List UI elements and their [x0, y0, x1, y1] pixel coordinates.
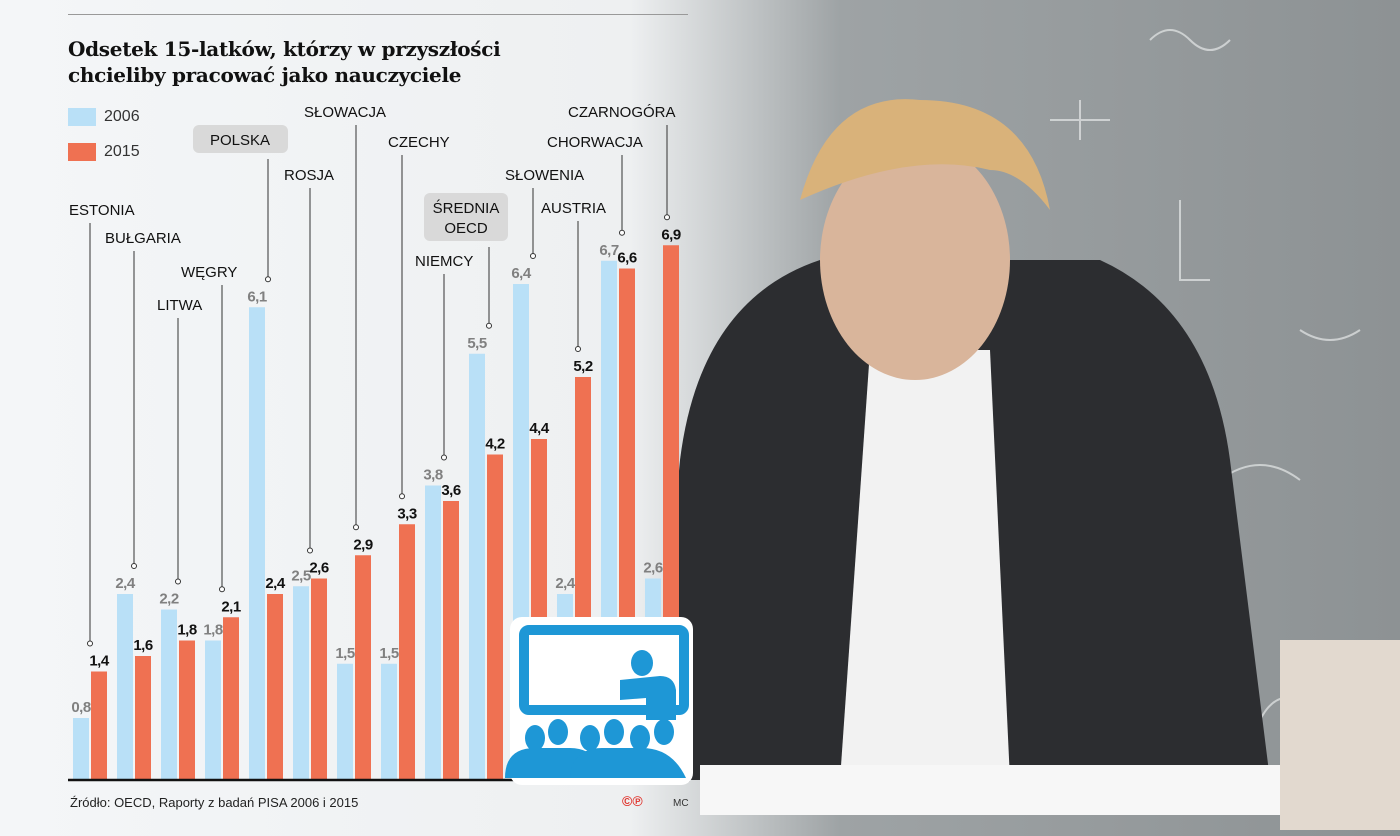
- value-label-2006: 1,5: [379, 645, 399, 662]
- value-label-2015: 1,6: [133, 637, 153, 654]
- value-label-2006: 6,1: [247, 288, 267, 305]
- value-label-2015: 5,2: [573, 358, 593, 375]
- value-label-2015: 6,9: [661, 226, 681, 243]
- bar-2015: [399, 524, 415, 780]
- highlight-box: [193, 125, 288, 153]
- bar-2015: [355, 555, 371, 780]
- category-label: OECD: [444, 220, 488, 237]
- value-label-2006: 2,4: [555, 575, 576, 592]
- value-label-2015: 2,1: [221, 598, 241, 615]
- category-label: SŁOWACJA: [304, 104, 386, 121]
- category-label: BUŁGARIA: [105, 230, 181, 247]
- value-label-2006: 1,5: [335, 645, 355, 662]
- legend-item-2015: 2015: [68, 143, 140, 161]
- leader-dot: [619, 229, 625, 236]
- leader-dot: [664, 214, 670, 221]
- value-label-2015: 4,2: [485, 436, 505, 453]
- value-label-2015: 2,6: [309, 560, 329, 577]
- highlight-box: [424, 193, 508, 241]
- author-initials: MC: [673, 798, 689, 809]
- category-label: POLSKA: [210, 132, 270, 149]
- category-label: ESTONIA: [69, 202, 135, 219]
- top-rule: [68, 14, 688, 15]
- value-label-2015: 2,4: [265, 575, 286, 592]
- legend-label: 2006: [104, 108, 140, 125]
- leader-dot: [486, 322, 492, 329]
- category-label: CHORWACJA: [547, 134, 643, 151]
- leader-dot: [353, 524, 359, 531]
- value-label-2015: 3,6: [441, 482, 461, 499]
- category-label: SŁOWENIA: [505, 167, 584, 184]
- bar-2015: [223, 617, 239, 780]
- value-label-2006: 5,5: [467, 335, 487, 352]
- leader-dot: [575, 346, 581, 352]
- bar-2006: [205, 640, 221, 780]
- leader-dot: [265, 276, 271, 283]
- value-label-2006: 3,8: [423, 467, 443, 484]
- leader-dot: [219, 586, 225, 593]
- bar-2015: [179, 640, 195, 780]
- leader-dot: [307, 547, 313, 554]
- leader-dot: [87, 640, 93, 647]
- value-label-2015: 6,6: [617, 250, 637, 267]
- teacher-presentation-icon: [505, 617, 693, 785]
- bar-2015: [311, 578, 327, 780]
- category-label: NIEMCY: [415, 253, 473, 270]
- bar-2015: [91, 671, 107, 780]
- legend-item-2006: 2006: [68, 108, 140, 126]
- bar-2006: [249, 307, 265, 780]
- leader-dot: [441, 454, 447, 461]
- value-label-2015: 3,3: [397, 505, 417, 522]
- value-label-2015: 2,9: [353, 536, 373, 553]
- leader-dot: [399, 493, 405, 500]
- value-label-2006: 2,6: [643, 560, 663, 577]
- category-label: ŚREDNIA: [433, 199, 500, 217]
- value-label-2006: 2,5: [291, 567, 311, 584]
- bar-2006: [381, 663, 397, 780]
- value-label-2015: 4,4: [529, 420, 550, 437]
- value-label-2006: 6,7: [599, 242, 619, 259]
- legend-swatch-2015: [68, 143, 96, 161]
- bar-2015: [135, 656, 151, 780]
- value-label-2006: 0,8: [71, 699, 91, 716]
- bar-2006: [117, 594, 133, 780]
- category-label: AUSTRIA: [541, 200, 606, 217]
- bar-2006: [425, 485, 441, 780]
- category-label: CZARNOGÓRA: [568, 104, 676, 121]
- bar-2015: [487, 454, 503, 780]
- value-label-2015: 1,8: [177, 622, 197, 639]
- value-label-2006: 2,2: [159, 591, 179, 608]
- bar-2006: [293, 586, 309, 780]
- bar-2006: [161, 609, 177, 780]
- source-note: Źródło: OECD, Raporty z badań PISA 2006 …: [70, 795, 359, 810]
- leader-dot: [175, 578, 181, 585]
- chart-title: Odsetek 15-latków, którzy w przyszłości …: [68, 37, 501, 87]
- category-label: LITWA: [157, 297, 202, 314]
- category-label: WĘGRY: [181, 264, 237, 281]
- bar-2006: [73, 718, 89, 780]
- value-label-2006: 6,4: [511, 265, 532, 282]
- category-label: ROSJA: [284, 167, 334, 184]
- value-label-2006: 2,4: [115, 575, 136, 592]
- leader-dot: [131, 563, 137, 569]
- legend-label: 2015: [104, 143, 140, 160]
- bar-2006: [337, 663, 353, 780]
- category-label: CZECHY: [388, 134, 450, 151]
- value-label-2006: 1,8: [203, 622, 223, 639]
- legend-swatch-2006: [68, 108, 96, 126]
- bar-2015: [443, 501, 459, 780]
- bar-2006: [469, 353, 485, 780]
- value-label-2015: 1,4: [89, 653, 110, 670]
- bar-2015: [267, 594, 283, 780]
- copyright-mark: ©℗: [622, 793, 643, 809]
- leader-dot: [530, 253, 536, 259]
